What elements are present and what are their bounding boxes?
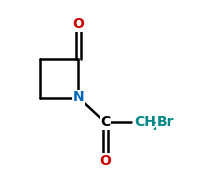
Text: Br: Br xyxy=(156,115,173,129)
Text: 2: 2 xyxy=(151,122,158,132)
Text: O: O xyxy=(99,154,111,168)
Text: N: N xyxy=(72,90,84,105)
Text: C: C xyxy=(100,115,110,129)
Text: O: O xyxy=(72,18,84,31)
Text: CH: CH xyxy=(134,115,155,129)
